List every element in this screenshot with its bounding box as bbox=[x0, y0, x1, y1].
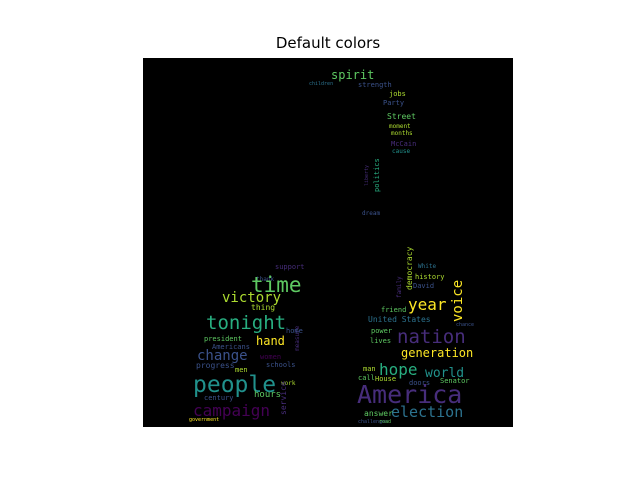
word-spirit: spirit bbox=[331, 68, 374, 82]
word-chance: chance bbox=[456, 322, 474, 328]
word-support: support bbox=[275, 263, 305, 271]
word-months: months bbox=[391, 130, 413, 137]
word-family: family bbox=[396, 276, 403, 298]
word-history: history bbox=[415, 273, 445, 281]
word-moment: moment bbox=[389, 123, 411, 130]
word-home: home bbox=[286, 327, 303, 335]
word-hope: hope bbox=[379, 360, 418, 379]
word-president: president bbox=[204, 335, 242, 343]
word-americans: Americans bbox=[212, 343, 250, 351]
word-people: people bbox=[193, 372, 276, 398]
word-mccain: McCain bbox=[391, 140, 416, 148]
word-liberty: liberty bbox=[364, 165, 370, 186]
wordcloud-axes: spirit strength children jobs Party Street mom… bbox=[143, 58, 513, 427]
word-strength: strength bbox=[358, 81, 392, 89]
word-cause: cause bbox=[392, 148, 410, 155]
word-party: Party bbox=[383, 99, 404, 107]
word-progress: progress bbox=[196, 361, 235, 370]
word-democracy: democracy bbox=[405, 246, 414, 290]
word-power: power bbox=[371, 327, 392, 335]
word-white: White bbox=[418, 263, 436, 270]
word-tonight: tonight bbox=[206, 312, 286, 334]
word-nation: nation bbox=[397, 326, 466, 348]
word-campaign: campaign bbox=[193, 401, 270, 420]
word-voice: voice bbox=[450, 280, 466, 322]
word-america: America bbox=[357, 380, 462, 409]
word-call: call bbox=[358, 374, 375, 382]
figure-title: Default colors bbox=[275, 34, 381, 52]
word-world: world bbox=[425, 366, 464, 381]
word-change: change bbox=[197, 348, 248, 364]
word-man: man bbox=[363, 365, 376, 373]
word-election: election bbox=[391, 403, 463, 421]
word-generation: generation bbox=[401, 346, 473, 360]
word-work: work bbox=[281, 380, 296, 387]
word-street: Street bbox=[387, 112, 416, 121]
word-challenges: challenges bbox=[358, 419, 388, 425]
word-time: time bbox=[251, 273, 302, 297]
word-lives: lives bbox=[370, 337, 391, 345]
word-men: men bbox=[235, 366, 248, 374]
word-women: women bbox=[260, 353, 281, 361]
word-jobs: jobs bbox=[389, 90, 406, 98]
word-victory: victory bbox=[222, 290, 281, 306]
word-road: road bbox=[379, 419, 391, 425]
word-children: children bbox=[309, 81, 333, 87]
word-dream: dream bbox=[362, 210, 380, 217]
word-friend: friend bbox=[381, 306, 406, 314]
word-year: year bbox=[408, 295, 447, 314]
word-david: David bbox=[413, 282, 434, 290]
word-thing: thing bbox=[251, 303, 275, 312]
word-house: House bbox=[375, 375, 396, 383]
word-doors: doors bbox=[409, 379, 430, 387]
word-century: century bbox=[204, 394, 234, 402]
word-united-states: United States bbox=[368, 315, 431, 324]
word-measure: measure bbox=[294, 325, 301, 351]
word-senator: Senator bbox=[440, 377, 470, 385]
word-hours: hours bbox=[254, 390, 281, 400]
word-government: government bbox=[189, 417, 219, 423]
word-service: service bbox=[279, 381, 288, 415]
word-thank: thank bbox=[256, 276, 274, 283]
word-hand: hand bbox=[256, 334, 285, 348]
word-schools: schools bbox=[266, 361, 296, 369]
word-politics: politics bbox=[373, 158, 381, 192]
word-answer: answer bbox=[364, 409, 393, 418]
